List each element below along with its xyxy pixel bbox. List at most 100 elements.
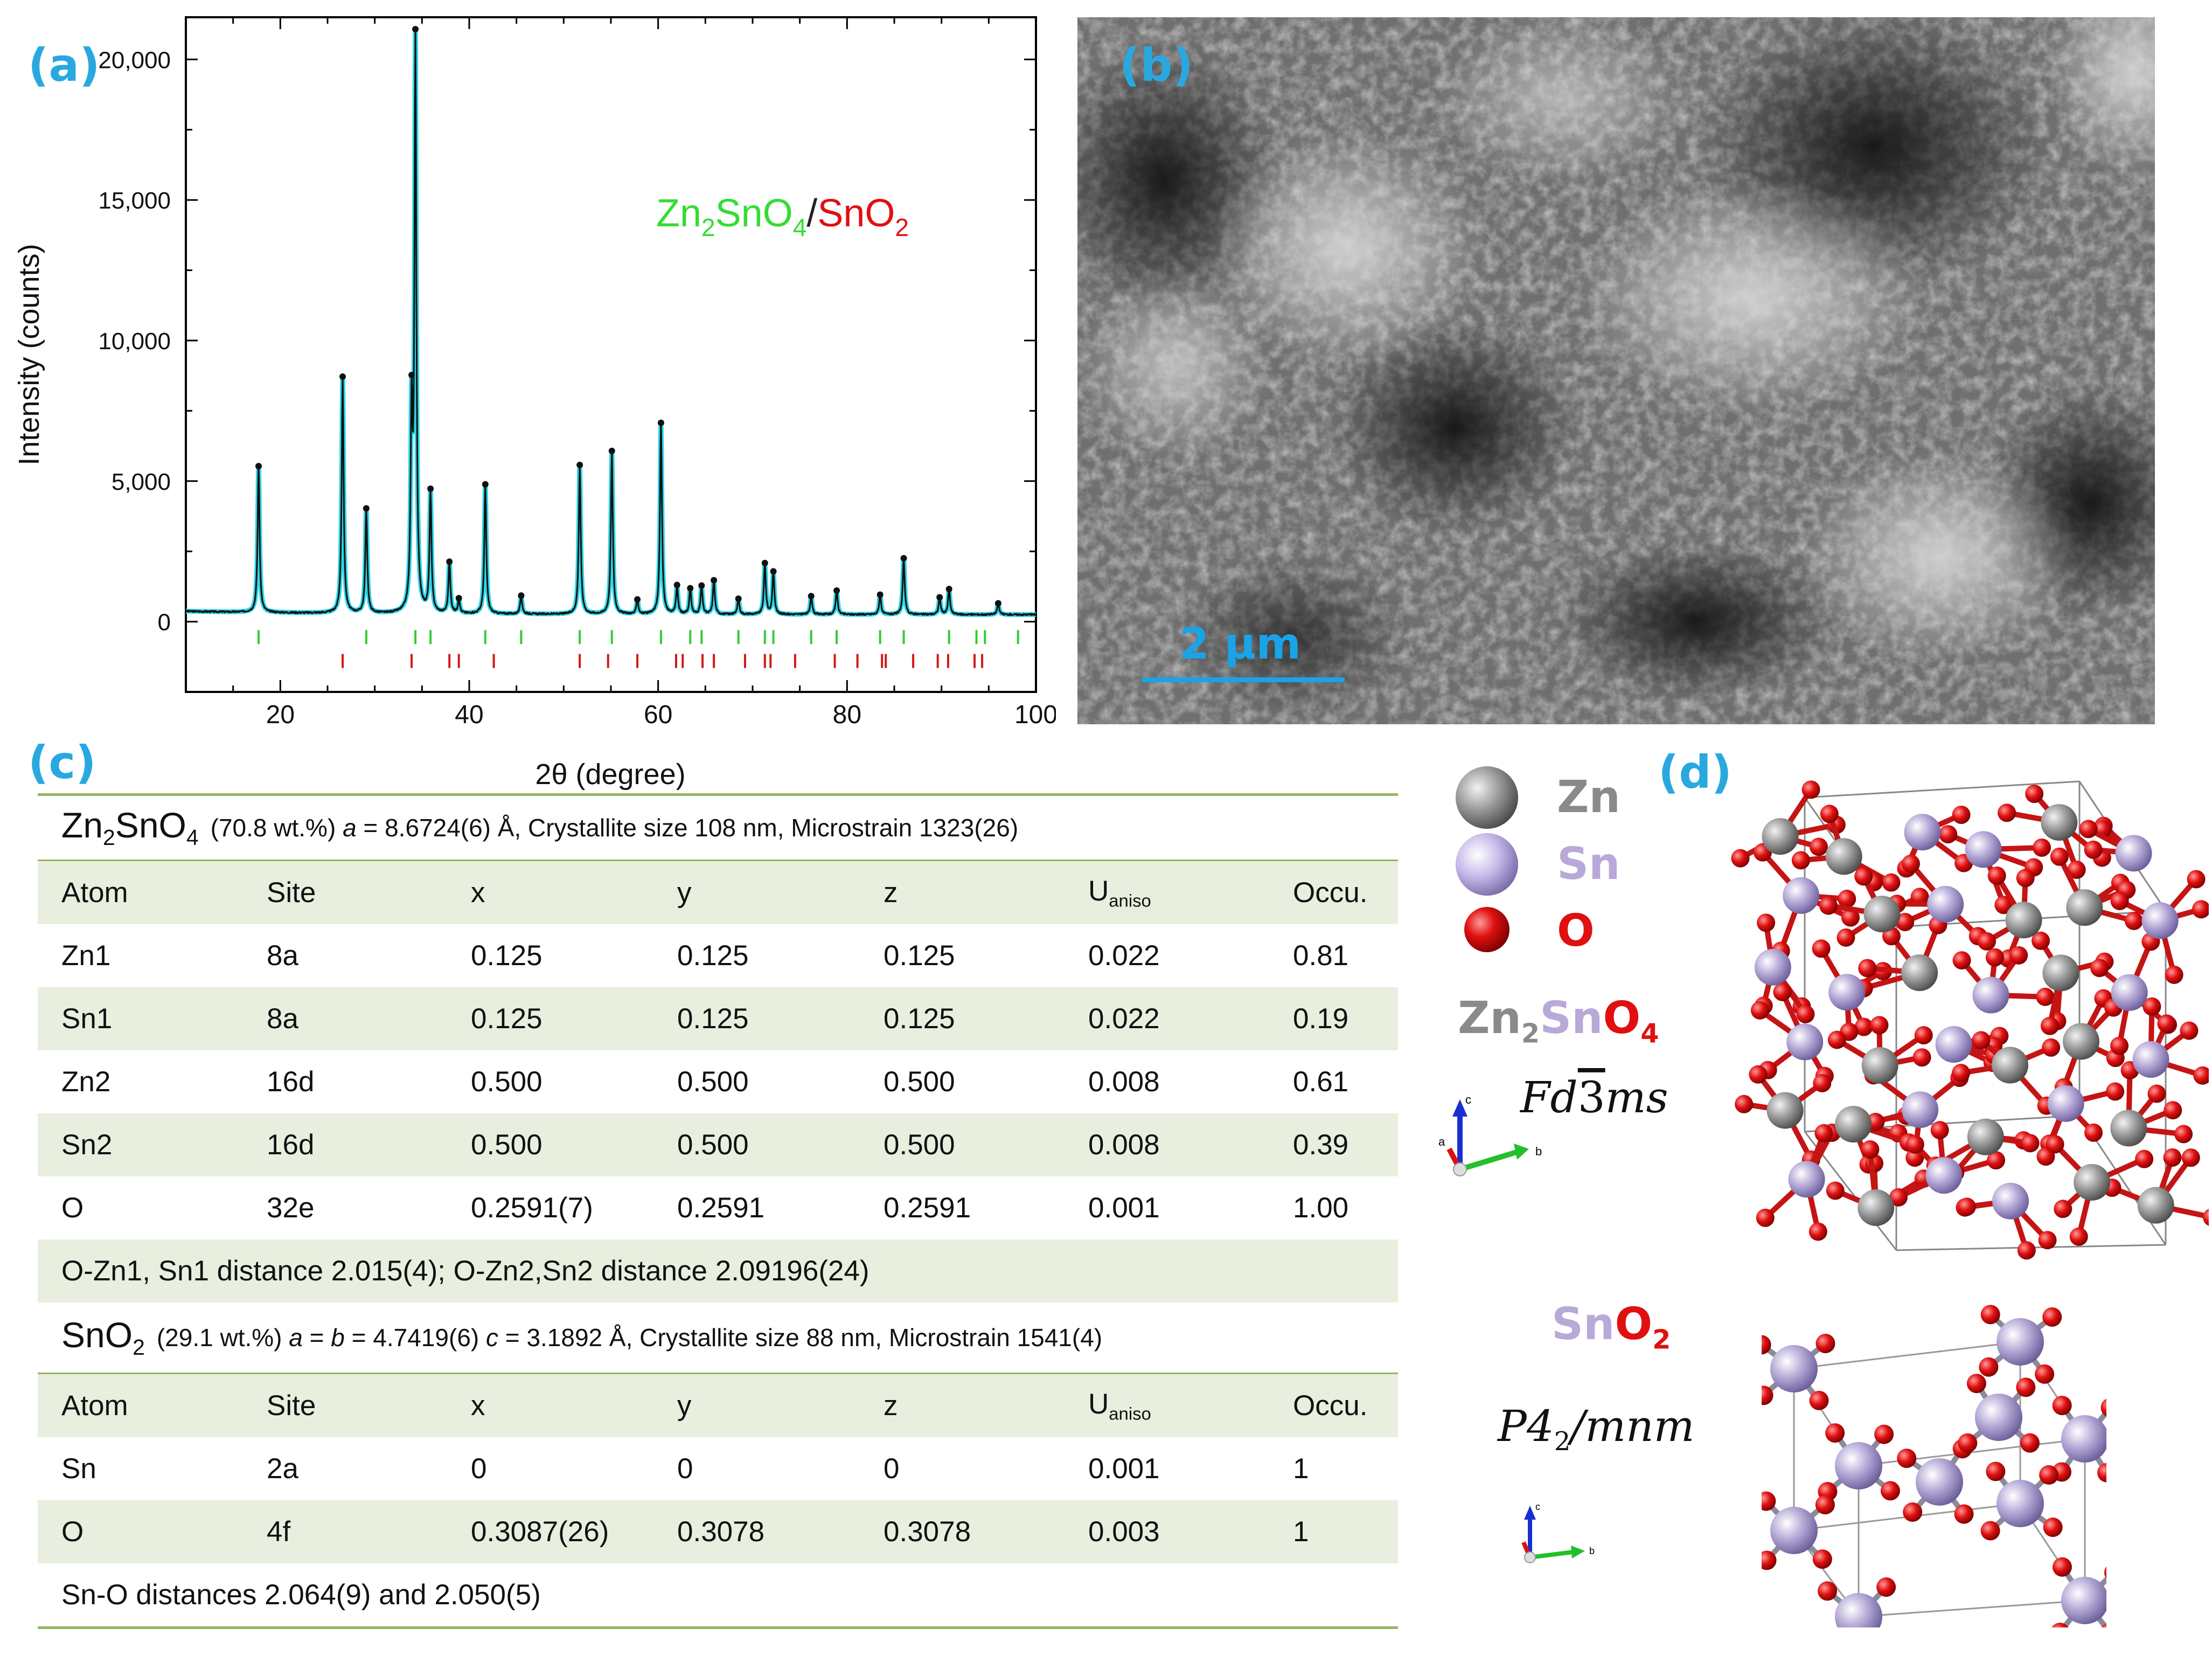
sem-micrograph: 2 μm [1077,17,2155,724]
observed-peak-point [255,462,262,469]
o-atom [2143,997,2161,1016]
sno2-space-group: P42/mnm [1498,1401,1695,1457]
sn-atom [2132,1041,2169,1078]
zn-atom [1762,818,1799,855]
o-atom [1958,1433,1978,1453]
observed-peak-point [657,419,664,426]
unit-cell-edge [1858,1438,2085,1467]
phase2-header-rule [38,1373,1398,1374]
zn-atom [2042,954,2079,992]
phase2-formula: SnO2 [61,1315,145,1360]
o-atom [2100,1398,2106,1417]
observed-peak-point [770,568,777,575]
observed-peak-point [576,461,583,468]
o-atom [1874,1424,1894,1444]
table-row: O 32e 0.2591(7) 0.2591 0.2591 0.001 1.00 [61,1192,1349,1224]
o-atom [2079,820,2098,839]
o-atom [2147,1084,2166,1103]
o-atom [1914,1026,1933,1045]
legend-o: O [1557,905,1595,957]
o-atom [1896,912,1915,931]
sn-atom [1975,1394,2022,1441]
o-atom [1876,1577,1896,1597]
table-row: O 4f 0.3087(26) 0.3078 0.3078 0.003 1 [38,1500,1398,1563]
x-tick-label: 20 [266,701,295,729]
o-atom [1810,837,1828,856]
o-atom [1813,1073,1832,1092]
observed-peak-point [687,585,694,592]
table-row: Sn2 16d 0.500 0.500 0.500 0.008 0.39 [38,1113,1398,1176]
observed-peak-point [808,593,815,600]
observed-peak-point [833,587,840,594]
o-atom [1939,825,1958,844]
o-atom [1796,1004,1815,1023]
unit-cell-edge [1804,780,2080,799]
zn-atom [1825,838,1862,875]
sn-atom [1828,974,1866,1011]
observed-peak-point [455,594,462,601]
zn-atom [2137,1187,2174,1224]
o-atom [2033,838,2051,857]
zn-atom [2063,1023,2100,1060]
o-atom [1998,803,2016,822]
o-atom [1812,1549,1832,1569]
o-atom [2124,911,2143,930]
o-atom [2017,1241,2036,1260]
observed-peak-point [339,373,346,380]
o-atom [1870,1016,1889,1035]
o-atom [1930,1121,1949,1140]
o-atom [2084,840,2103,859]
phase2-column-headers: Atom Site x y z Uaniso Occu. [38,1374,1398,1437]
o-atom [2203,1209,2209,1226]
o-atom [1762,1385,1773,1405]
o-atom [1972,1031,1991,1050]
o-atom [1814,1124,1833,1142]
o-atom [1882,873,1901,892]
legend-sn: Sn [1557,839,1620,890]
o-atom [2016,869,2035,888]
o-atom [1808,1222,1827,1241]
sno2-formula: SnO2 [1552,1299,1671,1355]
o-atom [2038,1231,2057,1250]
o-atom [2042,1038,2061,1057]
phase2-note: Sn-O distances 2.064(9) and 2.050(5) [61,1579,541,1611]
o-atom [2032,931,2050,950]
o-atom [1897,1449,1917,1468]
o-atom [1762,1550,1777,1570]
o-atom [2021,1134,2040,1153]
sn-atom [2061,1577,2106,1624]
o-atom [1966,1374,1986,1394]
observed-peak-point [482,481,489,488]
table-row: Sn1 8a 0.125 0.125 0.125 0.022 0.19 [38,987,1398,1050]
zn2sno4-formula: Zn2SnO4 [1458,993,1659,1049]
zn-atom [2005,902,2042,939]
o-atom [2039,1465,2059,1485]
zn2sno4-space-group: Fd3ms [1520,1072,1668,1122]
o-atom [2101,1623,2106,1627]
o-atom [1903,1502,1923,1522]
o-atom [2097,1463,2106,1482]
zn-atom [1861,1047,1898,1084]
sn-atom [1902,1091,1939,1128]
x-tick-label: 100 [1014,701,1056,729]
observed-peak-point [735,595,742,602]
o-atom [2052,1396,2072,1416]
y-axis-label: Intensity (counts) [13,244,45,465]
sn-atom [1754,948,1791,986]
o-atom [2090,959,2109,978]
o-atom [2054,1200,2072,1218]
o-atom [1773,982,1792,1001]
observed-peak-point [673,581,680,588]
o-atom [2042,1307,2062,1327]
o-atom [1826,1181,1845,1200]
svg-text:b: b [1589,1546,1595,1556]
zn2sno4-crystal-structure [1731,780,2209,1260]
sn-sphere-icon [1456,833,1518,896]
reflection-markers [258,630,1019,668]
o-atom [1735,1094,1754,1113]
o-atom [1858,959,1877,978]
o-atom [1812,939,1831,958]
o-atom [2110,891,2129,910]
o-atom [1987,1151,2006,1170]
